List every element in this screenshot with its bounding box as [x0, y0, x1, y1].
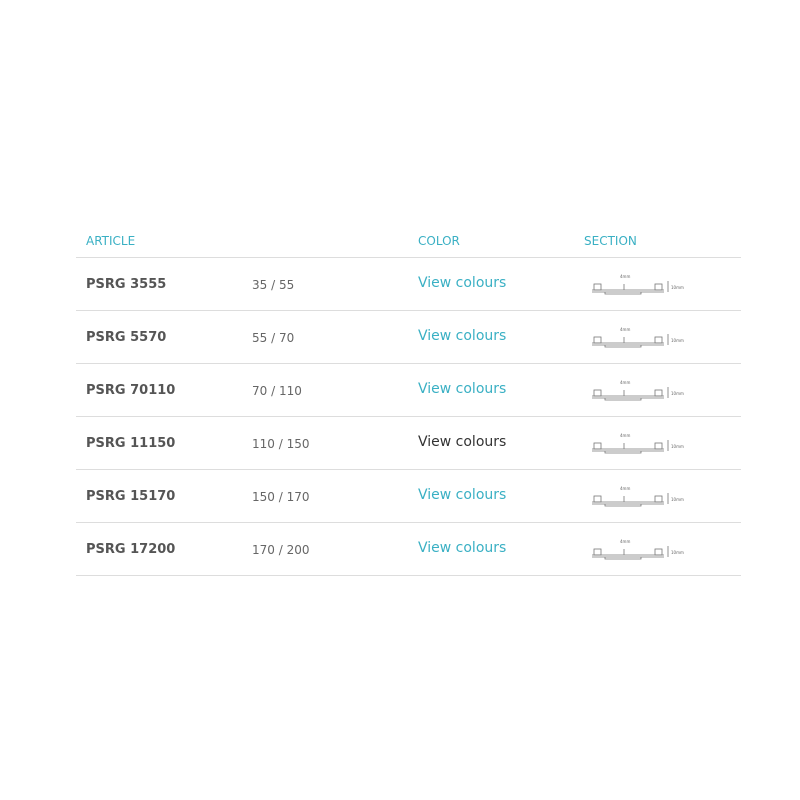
view-colours-link[interactable]: View colours — [418, 328, 507, 344]
size-range: 70 / 110 — [252, 384, 302, 398]
size-range: 170 / 200 — [252, 543, 310, 557]
diagram-width-label: 4mm — [620, 327, 630, 332]
diagram-height-label: 10mm — [671, 391, 684, 396]
table-row: PSRG 11150 110 / 150 View colours 4mm 10… — [76, 417, 741, 470]
section-diagram: 4mm 10mm — [590, 373, 690, 407]
section-diagram: 4mm 10mm — [590, 426, 690, 460]
diagram-height-label: 10mm — [671, 444, 684, 449]
size-range: 55 / 70 — [252, 331, 295, 345]
table-row: PSRG 5570 55 / 70 View colours 4mm 10mm — [76, 311, 741, 364]
header-article: ARTICLE — [86, 234, 136, 248]
diagram-height-label: 10mm — [671, 497, 684, 502]
table-row: PSRG 17200 170 / 200 View colours 4mm 10… — [76, 523, 741, 576]
view-colours-link[interactable]: View colours — [418, 275, 507, 291]
table-row: PSRG 3555 35 / 55 View colours 4mm 10mm — [76, 258, 741, 311]
view-colours-link[interactable]: View colours — [418, 540, 507, 556]
section-diagram: 4mm 10mm — [590, 320, 690, 354]
size-range: 110 / 150 — [252, 437, 310, 451]
table-row: PSRG 15170 150 / 170 View colours 4mm 10… — [76, 470, 741, 523]
view-colours-link[interactable]: View colours — [418, 381, 507, 397]
diagram-width-label: 4mm — [620, 274, 630, 279]
diagram-height-label: 10mm — [671, 285, 684, 290]
article-code: PSRG 11150 — [86, 436, 176, 451]
diagram-width-label: 4mm — [620, 433, 630, 438]
size-range: 35 / 55 — [252, 278, 295, 292]
diagram-width-label: 4mm — [620, 380, 630, 385]
section-diagram: 4mm 10mm — [590, 532, 690, 566]
table-header: ARTICLE COLOR SECTION — [76, 228, 741, 258]
article-code: PSRG 15170 — [86, 489, 176, 504]
article-code: PSRG 17200 — [86, 542, 176, 557]
diagram-width-label: 4mm — [620, 539, 630, 544]
header-color: COLOR — [418, 234, 460, 248]
product-table: ARTICLE COLOR SECTION PSRG 3555 35 / 55 … — [76, 228, 741, 576]
size-range: 150 / 170 — [252, 490, 310, 504]
diagram-height-label: 10mm — [671, 550, 684, 555]
header-section: SECTION — [584, 234, 637, 248]
section-diagram: 4mm 10mm — [590, 267, 690, 301]
view-colours-link[interactable]: View colours — [418, 434, 507, 450]
section-diagram: 4mm 10mm — [590, 479, 690, 513]
article-code: PSRG 5570 — [86, 330, 167, 345]
diagram-width-label: 4mm — [620, 486, 630, 491]
article-code: PSRG 70110 — [86, 383, 176, 398]
article-code: PSRG 3555 — [86, 277, 167, 292]
table-row: PSRG 70110 70 / 110 View colours 4mm 10m… — [76, 364, 741, 417]
view-colours-link[interactable]: View colours — [418, 487, 507, 503]
diagram-height-label: 10mm — [671, 338, 684, 343]
